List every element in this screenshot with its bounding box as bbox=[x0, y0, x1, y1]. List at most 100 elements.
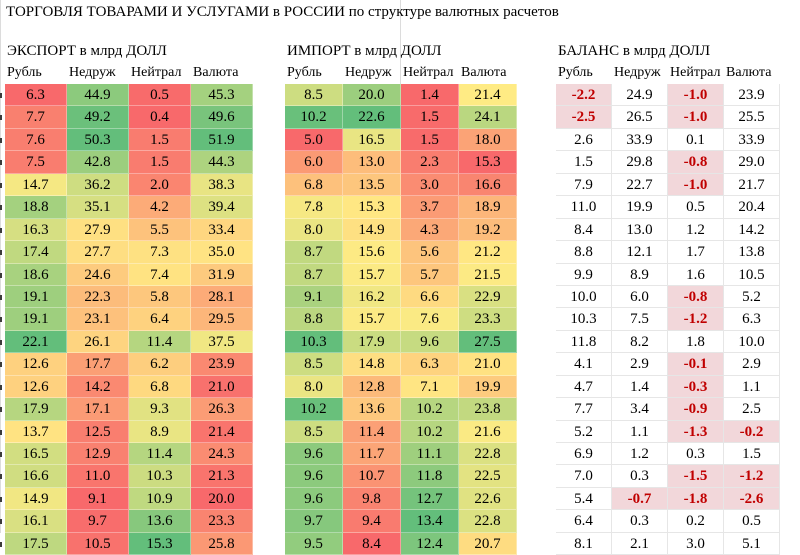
balance-cell-unfriendly[interactable]: 8.9 bbox=[612, 263, 668, 286]
import-cell-neutral[interactable]: 2.3 bbox=[401, 151, 459, 174]
export-cell-neutral[interactable]: 13.6 bbox=[129, 510, 191, 533]
balance-cell-rub[interactable]: 11.0 bbox=[556, 196, 612, 219]
balance-cell-unfriendly[interactable]: 0.3 bbox=[612, 510, 668, 533]
column-header-currency[interactable]: Валюта bbox=[726, 65, 772, 80]
export-cell-rub[interactable]: 18.6 bbox=[5, 263, 67, 286]
export-cell-neutral[interactable]: 0.4 bbox=[129, 106, 191, 129]
import-cell-neutral[interactable]: 12.7 bbox=[401, 487, 459, 511]
balance-cell-neutral[interactable]: 3.0 bbox=[668, 532, 724, 555]
export-cell-neutral[interactable]: 5.8 bbox=[129, 285, 191, 309]
export-cell-neutral[interactable]: 10.9 bbox=[129, 487, 191, 511]
balance-cell-rub[interactable]: 10.0 bbox=[556, 285, 612, 309]
export-cell-neutral[interactable]: 6.4 bbox=[129, 308, 191, 331]
balance-cell-neutral[interactable]: -1.0 bbox=[668, 106, 724, 129]
balance-cell-neutral[interactable]: -1.0 bbox=[668, 173, 724, 197]
balance-cell-unfriendly[interactable]: 2.9 bbox=[612, 353, 668, 376]
balance-cell-unfriendly[interactable]: 7.5 bbox=[612, 308, 668, 331]
import-cell-rub[interactable]: 8.7 bbox=[285, 241, 343, 264]
export-cell-neutral[interactable]: 15.3 bbox=[129, 532, 191, 555]
balance-cell-neutral[interactable]: -1.0 bbox=[668, 84, 724, 107]
export-cell-currency[interactable]: 23.3 bbox=[191, 510, 253, 533]
balance-cell-currency[interactable]: 21.7 bbox=[724, 173, 780, 197]
import-cell-neutral[interactable]: 13.4 bbox=[401, 510, 459, 533]
column-header-neutral[interactable]: Нейтрал bbox=[131, 65, 182, 80]
export-cell-currency[interactable]: 21.0 bbox=[191, 375, 253, 399]
import-cell-unfriendly[interactable]: 13.0 bbox=[343, 151, 401, 174]
balance-cell-neutral[interactable]: -0.8 bbox=[668, 151, 724, 174]
balance-cell-unfriendly[interactable]: 24.9 bbox=[612, 84, 668, 107]
balance-cell-neutral[interactable]: 0.1 bbox=[668, 128, 724, 152]
export-cell-rub[interactable]: 7.6 bbox=[5, 128, 67, 152]
export-cell-rub[interactable]: 14.9 bbox=[5, 487, 67, 511]
balance-cell-neutral[interactable]: -0.9 bbox=[668, 398, 724, 421]
export-cell-unfriendly[interactable]: 9.7 bbox=[67, 510, 129, 533]
balance-cell-neutral[interactable]: 0.3 bbox=[668, 443, 724, 466]
export-cell-currency[interactable]: 39.4 bbox=[191, 196, 253, 219]
export-cell-rub[interactable]: 17.9 bbox=[5, 398, 67, 421]
import-cell-rub[interactable]: 10.2 bbox=[285, 106, 343, 129]
balance-cell-unfriendly[interactable]: 29.8 bbox=[612, 151, 668, 174]
export-cell-rub[interactable]: 16.1 bbox=[5, 510, 67, 533]
import-cell-currency[interactable]: 19.2 bbox=[459, 218, 517, 242]
import-cell-currency[interactable]: 23.8 bbox=[459, 398, 517, 421]
balance-cell-currency[interactable]: 29.0 bbox=[724, 151, 780, 174]
balance-cell-unfriendly[interactable]: 22.7 bbox=[612, 173, 668, 197]
export-cell-currency[interactable]: 28.1 bbox=[191, 285, 253, 309]
import-cell-neutral[interactable]: 1.5 bbox=[401, 128, 459, 152]
import-cell-currency[interactable]: 19.9 bbox=[459, 375, 517, 399]
export-cell-unfriendly[interactable]: 24.6 bbox=[67, 263, 129, 286]
import-cell-neutral[interactable]: 7.1 bbox=[401, 375, 459, 399]
import-cell-unfriendly[interactable]: 8.4 bbox=[343, 532, 401, 555]
import-cell-rub[interactable]: 8.5 bbox=[285, 420, 343, 443]
export-cell-rub[interactable]: 19.1 bbox=[5, 285, 67, 309]
balance-cell-unfriendly[interactable]: 13.0 bbox=[612, 218, 668, 242]
import-cell-currency[interactable]: 21.2 bbox=[459, 241, 517, 264]
export-cell-neutral[interactable]: 8.9 bbox=[129, 420, 191, 443]
balance-cell-neutral[interactable]: -1.5 bbox=[668, 465, 724, 488]
import-cell-rub[interactable]: 8.0 bbox=[285, 375, 343, 399]
import-cell-neutral[interactable]: 4.3 bbox=[401, 218, 459, 242]
import-cell-unfriendly[interactable]: 11.7 bbox=[343, 443, 401, 466]
balance-cell-currency[interactable]: 1.1 bbox=[724, 375, 780, 399]
export-cell-currency[interactable]: 33.4 bbox=[191, 218, 253, 242]
export-cell-currency[interactable]: 29.5 bbox=[191, 308, 253, 331]
import-cell-rub[interactable]: 9.5 bbox=[285, 532, 343, 555]
export-cell-rub[interactable]: 16.3 bbox=[5, 218, 67, 242]
balance-cell-rub[interactable]: 11.8 bbox=[556, 330, 612, 354]
import-cell-currency[interactable]: 21.4 bbox=[459, 84, 517, 107]
export-cell-rub[interactable]: 7.5 bbox=[5, 151, 67, 174]
import-cell-neutral[interactable]: 11.8 bbox=[401, 465, 459, 488]
export-cell-unfriendly[interactable]: 49.2 bbox=[67, 106, 129, 129]
export-cell-unfriendly[interactable]: 44.9 bbox=[67, 84, 129, 107]
export-cell-currency[interactable]: 23.9 bbox=[191, 353, 253, 376]
export-cell-rub[interactable]: 7.7 bbox=[5, 106, 67, 129]
export-cell-rub[interactable]: 17.4 bbox=[5, 241, 67, 264]
balance-cell-currency[interactable]: 10.5 bbox=[724, 263, 780, 286]
balance-cell-currency[interactable]: 1.5 bbox=[724, 443, 780, 466]
column-header-rub[interactable]: Рубль bbox=[287, 65, 322, 80]
import-cell-neutral[interactable]: 10.2 bbox=[401, 398, 459, 421]
import-cell-neutral[interactable]: 6.6 bbox=[401, 285, 459, 309]
export-cell-unfriendly[interactable]: 14.2 bbox=[67, 375, 129, 399]
balance-cell-currency[interactable]: -0.2 bbox=[724, 420, 780, 443]
import-cell-unfriendly[interactable]: 13.6 bbox=[343, 398, 401, 421]
import-cell-currency[interactable]: 22.6 bbox=[459, 487, 517, 511]
import-cell-unfriendly[interactable]: 16.5 bbox=[343, 128, 401, 152]
column-header-currency[interactable]: Валюта bbox=[193, 65, 239, 80]
balance-cell-neutral[interactable]: -1.8 bbox=[668, 487, 724, 511]
export-cell-unfriendly[interactable]: 11.0 bbox=[67, 465, 129, 488]
import-cell-rub[interactable]: 8.8 bbox=[285, 308, 343, 331]
export-cell-currency[interactable]: 38.3 bbox=[191, 173, 253, 197]
import-cell-rub[interactable]: 8.5 bbox=[285, 84, 343, 107]
export-cell-neutral[interactable]: 2.0 bbox=[129, 173, 191, 197]
balance-cell-currency[interactable]: 2.5 bbox=[724, 398, 780, 421]
export-cell-rub[interactable]: 12.6 bbox=[5, 353, 67, 376]
import-cell-rub[interactable]: 9.6 bbox=[285, 487, 343, 511]
import-cell-currency[interactable]: 23.3 bbox=[459, 308, 517, 331]
balance-cell-rub[interactable]: 2.6 bbox=[556, 128, 612, 152]
import-cell-unfriendly[interactable]: 11.4 bbox=[343, 420, 401, 443]
column-header-unfriendly[interactable]: Недруж bbox=[614, 65, 661, 80]
balance-cell-currency[interactable]: 6.3 bbox=[724, 308, 780, 331]
export-cell-unfriendly[interactable]: 17.1 bbox=[67, 398, 129, 421]
export-cell-neutral[interactable]: 1.5 bbox=[129, 151, 191, 174]
